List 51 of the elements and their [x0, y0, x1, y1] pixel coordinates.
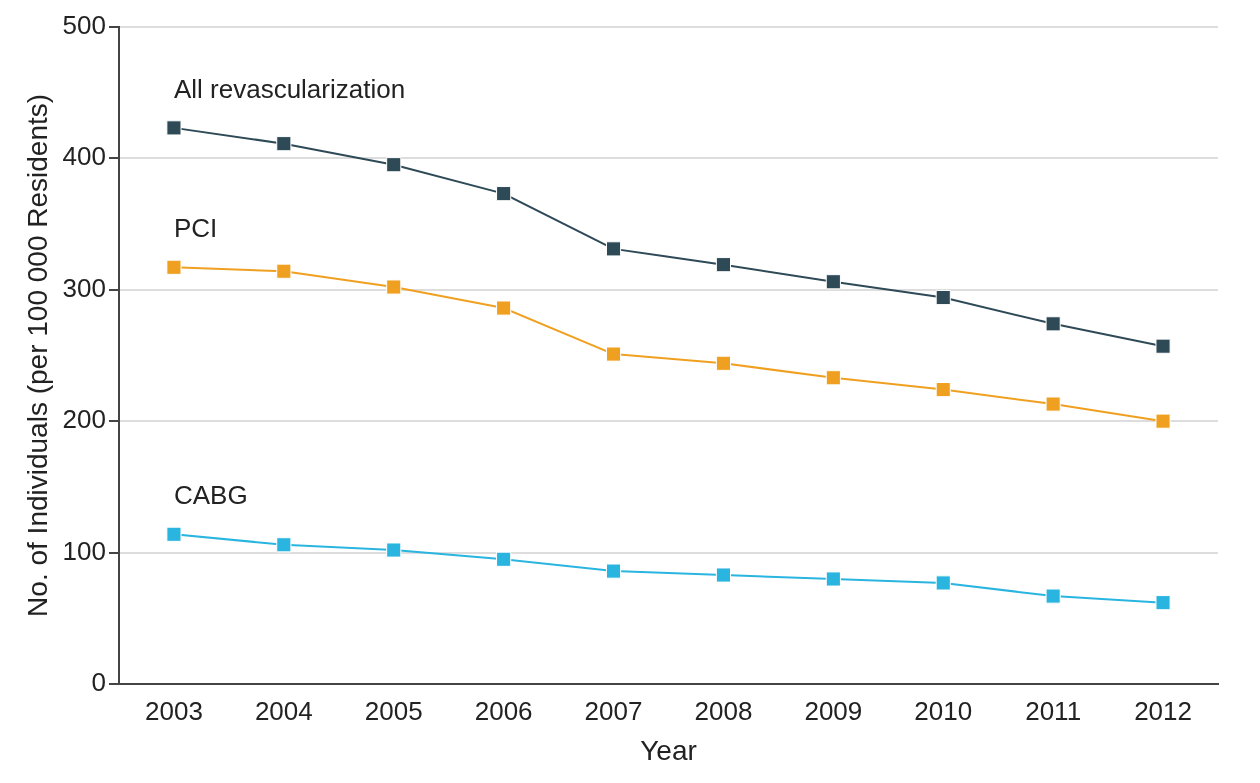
point [496, 186, 512, 202]
x-tick-label: 2003 [145, 695, 203, 726]
point [386, 279, 402, 295]
point [605, 241, 622, 257]
x-axis-title: Year [640, 734, 697, 766]
point [935, 289, 951, 306]
point [825, 274, 841, 290]
series-label: All revascularization [173, 74, 406, 105]
y-tick-label: 300 [62, 272, 106, 303]
point [386, 542, 402, 558]
point [715, 567, 732, 583]
point [715, 257, 732, 273]
point [605, 346, 622, 362]
point [935, 575, 951, 591]
point [1045, 396, 1061, 412]
y-tick-label: 200 [62, 404, 106, 435]
y-axis-title: No. of Individuals (per 100 000 Residents) [21, 93, 53, 617]
x-tick-label: 2012 [1134, 695, 1192, 726]
point [1155, 413, 1171, 429]
x-tick-label: 2006 [474, 695, 533, 726]
point [166, 526, 182, 542]
x-tick-label: 2005 [364, 695, 423, 726]
point [166, 259, 182, 275]
point [1045, 588, 1061, 604]
y-tick-label: 400 [62, 141, 106, 172]
x-tick-label: 2004 [254, 695, 313, 726]
series-label: CABG [173, 480, 248, 511]
point [276, 537, 292, 553]
point [825, 370, 841, 386]
y-tick-label: 0 [91, 667, 106, 698]
x-tick-label: 2008 [694, 695, 753, 726]
x-tick-label: 2010 [914, 695, 973, 726]
point [825, 571, 841, 587]
y-tick-label: 100 [62, 535, 106, 566]
point [496, 551, 512, 567]
point [496, 300, 512, 316]
x-tick-label: 2009 [804, 695, 863, 726]
point [276, 136, 292, 152]
x-tick-label: 2007 [584, 695, 643, 726]
y-tick-label: 500 [62, 9, 106, 40]
point [605, 563, 622, 579]
point [935, 382, 951, 398]
series-label: PCI [173, 213, 218, 244]
point [715, 355, 732, 371]
point [1045, 316, 1061, 332]
point [1155, 338, 1171, 354]
point [386, 157, 402, 173]
x-tick-label: 2011 [1025, 695, 1082, 726]
point [1155, 595, 1171, 611]
point [276, 263, 292, 279]
point [166, 120, 182, 136]
